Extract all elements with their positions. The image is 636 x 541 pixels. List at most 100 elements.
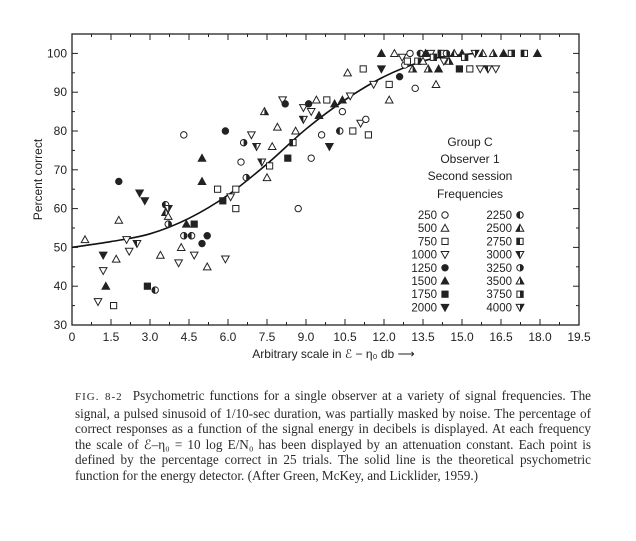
legend-entry-marker — [441, 290, 449, 298]
data-point-shape — [532, 48, 543, 57]
data-point — [420, 48, 431, 57]
data-point-shape — [110, 302, 118, 310]
data-point — [298, 115, 309, 125]
data-point-shape — [189, 251, 199, 260]
legend-entry-marker — [515, 303, 525, 313]
data-point — [498, 48, 509, 57]
data-point — [349, 127, 357, 135]
legend-entry-marker — [440, 223, 450, 232]
data-point — [98, 251, 108, 260]
data-point — [483, 65, 493, 74]
data-point — [298, 104, 309, 113]
data-point — [317, 131, 326, 139]
x-tick-label: 13.5 — [411, 330, 435, 344]
data-point-shape — [455, 65, 463, 73]
data-point-shape — [173, 259, 184, 268]
data-point-shape — [219, 197, 227, 205]
data-point-shape — [498, 48, 509, 57]
data-point-half-fill — [243, 138, 248, 147]
data-point-half-fill — [132, 239, 137, 249]
data-point-half-fill — [187, 232, 192, 240]
legend-entry-marker-half-fill — [520, 276, 525, 285]
data-point-half-fill — [336, 127, 340, 135]
data-point-shape — [362, 115, 370, 124]
data-point-shape — [431, 79, 441, 88]
data-point-shape — [115, 177, 123, 186]
data-point — [532, 48, 543, 57]
data-point-half-fill — [449, 48, 455, 57]
legend-entry-marker-half-fill — [520, 264, 524, 272]
data-point-shape — [418, 56, 428, 65]
data-point-shape — [202, 261, 212, 271]
data-point-half-fill — [428, 64, 433, 73]
y-tick-label: 90 — [54, 85, 68, 99]
y-tick-label: 60 — [54, 202, 68, 216]
data-point — [262, 172, 272, 182]
data-point — [466, 65, 474, 73]
data-point-shape — [338, 107, 347, 116]
legend-entry-marker — [516, 211, 524, 219]
data-point — [163, 205, 173, 214]
data-point — [173, 259, 184, 268]
data-point-shape — [317, 131, 326, 139]
data-point-shape — [140, 197, 150, 206]
data-point — [237, 158, 245, 166]
data-point — [110, 302, 118, 310]
data-point — [442, 49, 451, 58]
data-point-shape — [311, 95, 322, 104]
caption-label: FIG. 8-2 — [75, 391, 123, 403]
data-point — [423, 64, 433, 73]
y-tick-label: 80 — [54, 124, 68, 138]
legend-entry-marker-shape — [441, 211, 449, 219]
data-point-half-fill — [483, 65, 488, 74]
y-axis-title: Percent correct — [31, 138, 45, 220]
data-point-shape — [306, 108, 316, 117]
data-point-shape — [389, 48, 400, 57]
data-point-shape — [411, 84, 419, 93]
data-point — [197, 176, 207, 185]
x-tick-label: 16.5 — [489, 330, 513, 344]
data-point — [180, 131, 188, 139]
data-point — [475, 65, 485, 74]
data-point — [219, 197, 227, 205]
legend-entry-marker-shape — [440, 303, 450, 313]
data-point-shape — [121, 236, 132, 245]
legend-subheader: Frequencies — [437, 187, 503, 201]
data-point — [444, 56, 454, 65]
x-tick-label: 18.0 — [528, 330, 552, 344]
legend-entry-marker — [441, 211, 449, 219]
data-point — [143, 282, 152, 290]
data-point-shape — [80, 234, 90, 244]
legend-entry-label: 3250 — [486, 263, 512, 275]
x-tick-label: 10.5 — [333, 330, 357, 344]
data-point-shape — [163, 211, 173, 220]
data-point-shape — [143, 282, 152, 290]
data-point — [189, 251, 199, 260]
x-tick-label: 19.5 — [567, 330, 591, 344]
x-tick-label: 3.0 — [142, 330, 159, 344]
data-point — [311, 95, 322, 104]
legend-entry-marker — [516, 264, 524, 272]
legend-entry-marker-shape — [441, 237, 449, 246]
data-point-shape — [298, 104, 309, 113]
data-point-shape — [337, 95, 348, 104]
data-point — [281, 100, 289, 108]
data-point — [176, 242, 186, 251]
data-point — [355, 119, 366, 129]
data-point-shape — [376, 65, 387, 74]
x-axis-title: Arbitrary scale in ℰ − η₀ db ⟶ — [252, 347, 415, 361]
x-tick-label: 4.5 — [181, 330, 198, 344]
data-point — [323, 96, 331, 104]
data-point-shape — [385, 80, 393, 89]
x-tick-label: 0 — [69, 330, 76, 344]
data-point — [134, 189, 145, 198]
data-point-shape — [376, 48, 387, 57]
data-point — [197, 153, 207, 162]
data-point-half-fill — [416, 49, 421, 58]
legend-entry-marker-half-fill — [520, 303, 525, 313]
data-point — [306, 108, 316, 117]
legend-entry-label: 1000 — [411, 250, 437, 262]
data-point — [329, 99, 340, 108]
legend-entry-marker-half-fill — [516, 211, 520, 219]
data-point-shape — [272, 122, 283, 131]
